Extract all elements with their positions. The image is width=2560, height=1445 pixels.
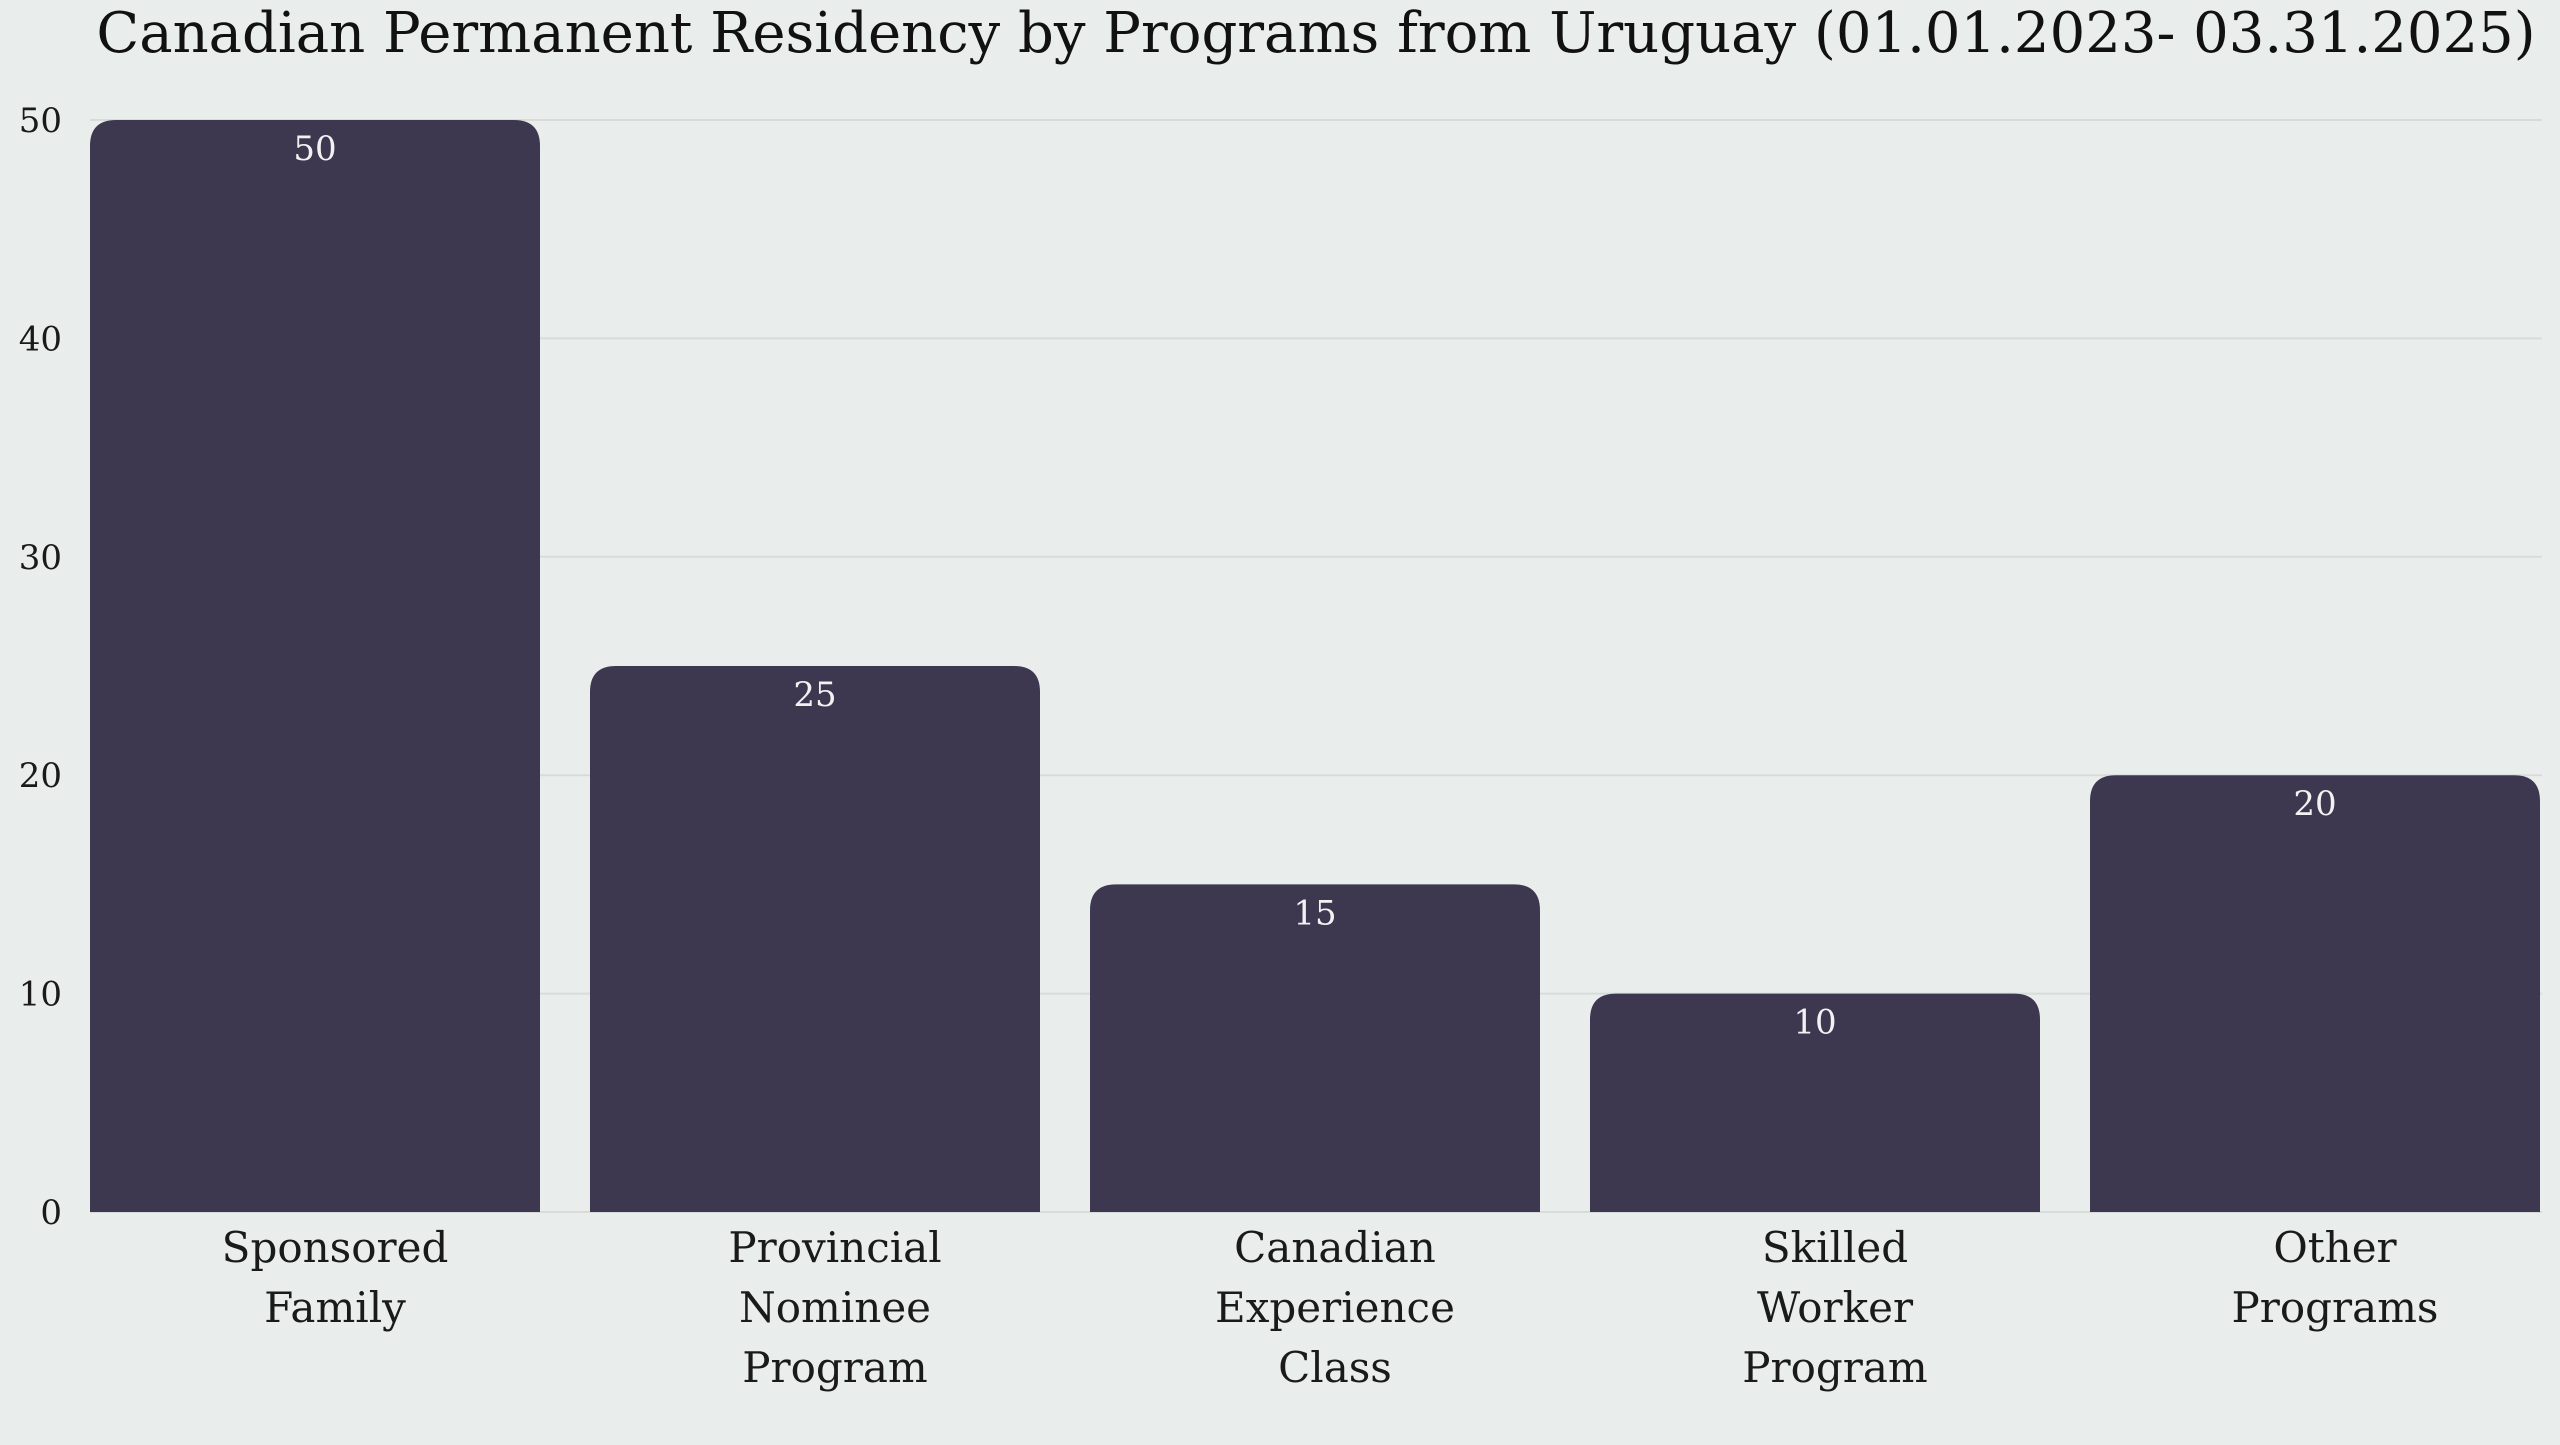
y-tick-label: 20 (19, 756, 62, 796)
x-tick-label-line: Provincial (728, 1223, 941, 1272)
x-tick-label-line: Other (2273, 1223, 2397, 1272)
bar-value-label: 25 (793, 675, 836, 715)
bar (90, 120, 540, 1212)
x-tick-label: Canadian Experience Class (1215, 1223, 1455, 1392)
x-tick-label: Skilled Worker Program (1742, 1223, 1927, 1392)
y-tick-label: 40 (19, 319, 62, 359)
bar (1590, 993, 2040, 1212)
y-tick-label: 10 (19, 975, 62, 1015)
bar-value-label: 50 (293, 129, 336, 169)
y-tick-label: 0 (40, 1193, 62, 1233)
x-tick-label-line: Skilled (1762, 1223, 1908, 1272)
bar-value-label: 10 (1793, 1003, 1836, 1043)
bar-value-label: 15 (1293, 893, 1336, 933)
bar-value-label: 20 (2293, 784, 2336, 824)
x-tick-label-line: Nominee (739, 1283, 931, 1332)
bar-layer: 50 25 15 10 20 (90, 120, 2540, 1212)
chart-title: Canadian Permanent Residency by Programs… (96, 1, 2535, 66)
x-tick-label-line: Class (1278, 1343, 1392, 1392)
y-tick-label: 30 (19, 538, 62, 578)
x-tick-label: Sponsored Family (222, 1223, 449, 1332)
y-tick-label: 50 (19, 101, 62, 141)
x-tick-label: Other Programs (2231, 1223, 2438, 1332)
x-tick-label-line: Program (742, 1343, 927, 1392)
bar (2090, 775, 2540, 1212)
x-tick-label-line: Canadian (1234, 1223, 1436, 1272)
x-tick-label-line: Worker (1757, 1283, 1914, 1332)
x-tick-label-line: Family (264, 1283, 406, 1332)
x-tick-label-line: Program (1742, 1343, 1927, 1392)
x-tick-label-line: Sponsored (222, 1223, 449, 1272)
bar (590, 666, 1040, 1212)
x-tick-label-line: Programs (2231, 1283, 2438, 1332)
y-axis: 0 10 20 30 40 50 (19, 101, 62, 1233)
bar (1090, 884, 1540, 1212)
x-tick-label: Provincial Nominee Program (728, 1223, 941, 1392)
x-tick-label-line: Experience (1215, 1283, 1455, 1332)
x-axis: Sponsored Family Provincial Nominee Program C… (222, 1223, 2439, 1392)
